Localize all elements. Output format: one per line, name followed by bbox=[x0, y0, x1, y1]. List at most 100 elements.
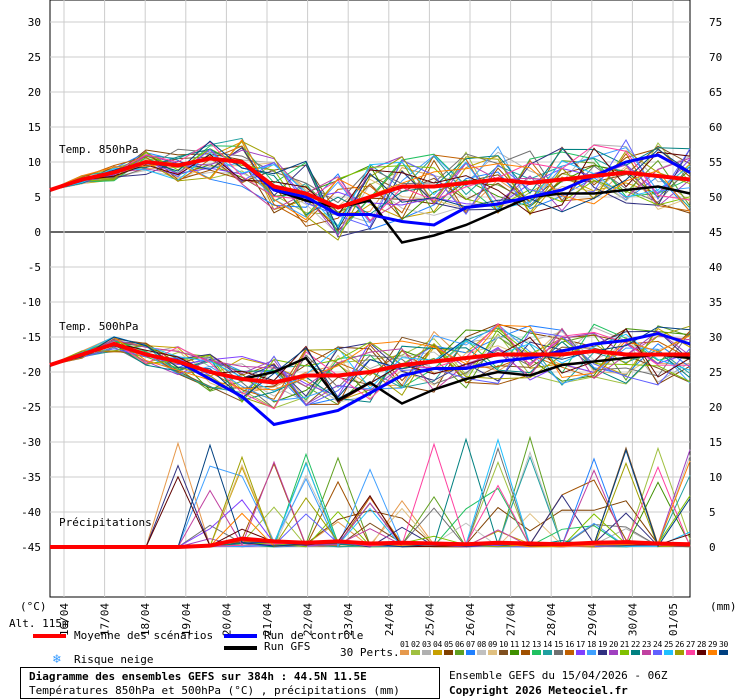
right-tick-label: 75 bbox=[709, 16, 722, 29]
date-tick-label: 30/04 bbox=[626, 603, 639, 636]
gfs-legend-label: Run GFS bbox=[264, 640, 311, 653]
pert-code-label: 09 bbox=[488, 640, 498, 649]
pert-color-swatch bbox=[543, 650, 552, 655]
precip-mean-line bbox=[50, 536, 691, 549]
date-tick-label: 21/04 bbox=[261, 603, 274, 636]
chart-subtitle: Températures 850hPa et 500hPa (°C) , pré… bbox=[29, 684, 400, 697]
pert-code-label: 19 bbox=[598, 640, 608, 649]
pert-code-label: 13 bbox=[532, 640, 542, 649]
t500-member-line bbox=[49, 328, 691, 403]
date-tick-label: 24/04 bbox=[383, 603, 396, 636]
right-tick-label: 65 bbox=[709, 86, 722, 99]
t500-member-line bbox=[49, 330, 691, 406]
pert-color-swatch bbox=[510, 650, 519, 655]
pert-color-swatch bbox=[664, 650, 673, 655]
pert-code-label: 05 bbox=[444, 640, 454, 649]
t850-member-line bbox=[49, 152, 691, 229]
pert-color-swatch bbox=[719, 650, 728, 655]
pert-code-label: 02 bbox=[411, 640, 421, 649]
left-tick-label: -15 bbox=[21, 331, 41, 344]
pert-code-label: 26 bbox=[675, 640, 685, 649]
t500-member-line bbox=[49, 324, 691, 391]
pert-color-swatch bbox=[444, 650, 453, 655]
mean-legend-swatch bbox=[33, 634, 66, 638]
t500-member-line bbox=[49, 341, 691, 403]
pert-color-swatch bbox=[477, 650, 486, 655]
copyright: Copyright 2026 Meteociel.fr bbox=[449, 684, 628, 697]
pert-code-label: 04 bbox=[433, 640, 443, 649]
date-tick-label: 27/04 bbox=[505, 603, 518, 636]
pert-code-label: 07 bbox=[466, 640, 476, 649]
left-tick-label: 30 bbox=[28, 16, 41, 29]
pert-color-swatch bbox=[631, 650, 640, 655]
date-tick-label: 01/05 bbox=[667, 603, 680, 636]
t850-member-line bbox=[49, 141, 691, 223]
right-tick-label: 70 bbox=[709, 51, 722, 64]
right-tick-label: 5 bbox=[709, 506, 716, 519]
pert-color-swatch bbox=[565, 650, 574, 655]
pert-color-swatch bbox=[554, 650, 563, 655]
snowflake-icon: ❄ bbox=[53, 652, 61, 667]
gfs-legend-swatch bbox=[224, 646, 257, 650]
pert-color-swatch bbox=[587, 650, 596, 655]
right-tick-label: 20 bbox=[709, 401, 722, 414]
right-unit-label: (mm) bbox=[710, 600, 737, 613]
t500-mean-line bbox=[49, 341, 690, 385]
t850-member-line bbox=[49, 146, 691, 238]
pert-color-swatch bbox=[620, 650, 629, 655]
mean-legend-label: Moyenne des scénarios bbox=[74, 629, 214, 642]
pert-code-label: 03 bbox=[422, 640, 432, 649]
left-tick-label: -20 bbox=[21, 366, 41, 379]
pert-code-label: 20 bbox=[609, 640, 619, 649]
pert-color-swatch bbox=[598, 650, 607, 655]
pert-code-label: 24 bbox=[653, 640, 663, 649]
pert-code-label: 06 bbox=[455, 640, 465, 649]
pert-color-swatch bbox=[521, 650, 530, 655]
pert-code-label: 30 bbox=[719, 640, 729, 649]
left-tick-label: 10 bbox=[28, 156, 41, 169]
pert-code-label: 29 bbox=[708, 640, 718, 649]
panel-label-precip: Précipitations bbox=[59, 516, 152, 529]
date-tick-label: 18/04 bbox=[139, 603, 152, 636]
pert-code-label: 01 bbox=[400, 640, 410, 649]
t850-member-line bbox=[49, 147, 691, 216]
chart-title: Diagramme des ensembles GEFS sur 384h : … bbox=[29, 670, 367, 683]
right-tick-label: 15 bbox=[709, 436, 722, 449]
pert-color-swatch bbox=[686, 650, 695, 655]
pert-code-label: 27 bbox=[686, 640, 696, 649]
pert-color-swatch bbox=[488, 650, 497, 655]
right-tick-label: 10 bbox=[709, 471, 722, 484]
perturbations-label: 30 Perts. bbox=[340, 646, 400, 659]
date-tick-label: 23/04 bbox=[342, 603, 355, 636]
run-info: Ensemble GEFS du 15/04/2026 - 06Z bbox=[449, 669, 668, 682]
date-tick-label: 22/04 bbox=[302, 603, 315, 636]
pert-color-swatch bbox=[455, 650, 464, 655]
date-tick-label: 28/04 bbox=[545, 603, 558, 636]
panel-label-t850: Temp. 850hPa bbox=[59, 143, 138, 156]
right-tick-label: 35 bbox=[709, 296, 722, 309]
snow-risk-label: Risque neige bbox=[74, 653, 154, 666]
date-tick-label: 17/04 bbox=[99, 603, 112, 636]
pert-color-swatch bbox=[642, 650, 651, 655]
t850-member-line bbox=[49, 148, 691, 218]
right-tick-label: 0 bbox=[709, 541, 716, 554]
info-box: Diagramme des ensembles GEFS sur 384h : … bbox=[20, 667, 440, 699]
pert-code-label: 11 bbox=[510, 640, 520, 649]
altitude-label: Alt. 115m bbox=[9, 617, 69, 630]
pert-code-label: 15 bbox=[554, 640, 564, 649]
pert-color-swatch bbox=[466, 650, 475, 655]
left-tick-label: -25 bbox=[21, 401, 41, 414]
control-legend-swatch bbox=[224, 634, 257, 638]
pert-code-label: 17 bbox=[576, 640, 586, 649]
pert-color-swatch bbox=[675, 650, 684, 655]
left-tick-label: -40 bbox=[21, 506, 41, 519]
t850-mean-line bbox=[49, 156, 691, 210]
right-tick-label: 30 bbox=[709, 331, 722, 344]
date-tick-label: 19/04 bbox=[180, 603, 193, 636]
date-tick-label: 29/04 bbox=[586, 603, 599, 636]
plot-frame bbox=[49, 0, 691, 598]
left-tick-label: -35 bbox=[21, 471, 41, 484]
right-tick-label: 40 bbox=[709, 261, 722, 274]
left-tick-label: 20 bbox=[28, 86, 41, 99]
